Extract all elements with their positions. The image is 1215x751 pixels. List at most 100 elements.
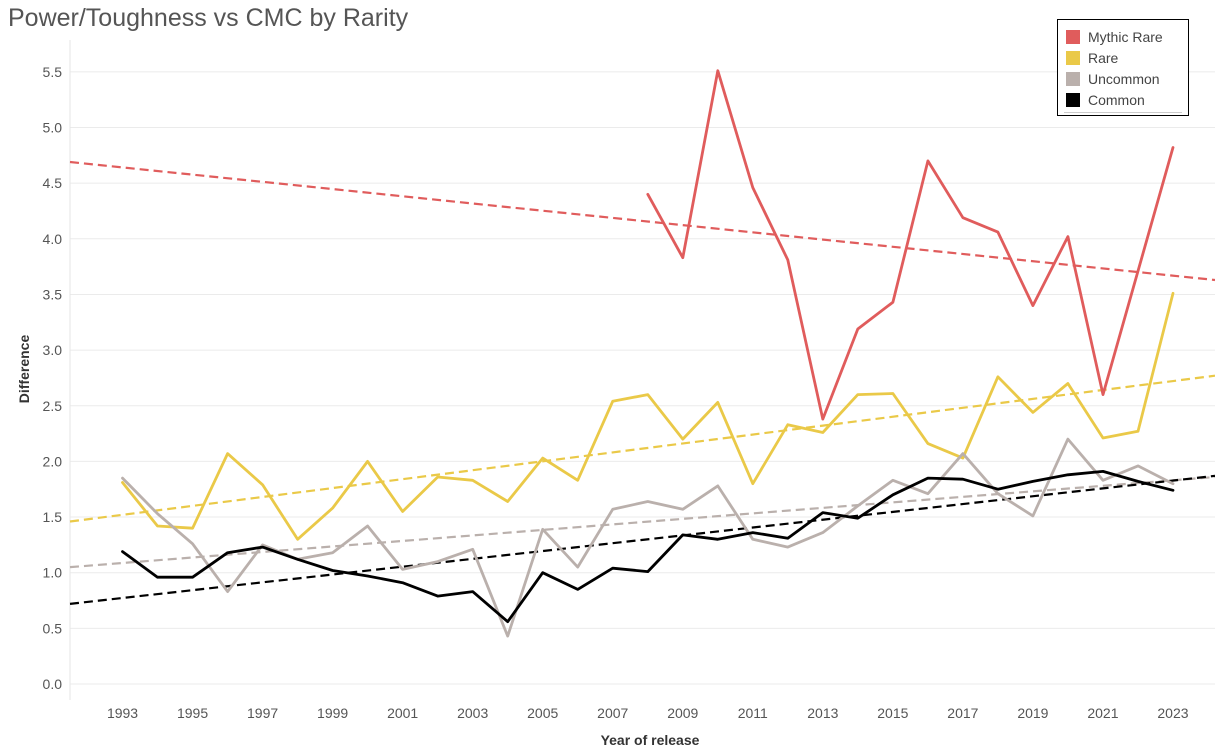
data-point-common[interactable] xyxy=(751,531,755,535)
data-point-common[interactable] xyxy=(121,550,125,554)
legend-item-rare[interactable]: Rare xyxy=(1066,49,1118,67)
data-point-common[interactable] xyxy=(261,545,265,549)
data-point-uncommon[interactable] xyxy=(646,499,650,503)
data-point-rare[interactable] xyxy=(646,393,650,397)
data-point-uncommon[interactable] xyxy=(156,512,160,516)
data-point-uncommon[interactable] xyxy=(961,452,965,456)
data-point-mythic-rare[interactable] xyxy=(1066,235,1070,239)
data-point-rare[interactable] xyxy=(226,452,230,456)
data-point-uncommon[interactable] xyxy=(436,560,440,564)
data-point-common[interactable] xyxy=(926,476,930,480)
data-point-uncommon[interactable] xyxy=(401,567,405,571)
data-point-mythic-rare[interactable] xyxy=(856,327,860,331)
series-line-uncommon[interactable] xyxy=(121,437,1175,638)
series-line-common[interactable] xyxy=(121,469,1175,624)
data-point-uncommon[interactable] xyxy=(856,504,860,508)
data-point-uncommon[interactable] xyxy=(891,478,895,482)
data-point-mythic-rare[interactable] xyxy=(1171,146,1175,150)
data-point-uncommon[interactable] xyxy=(751,537,755,541)
data-point-rare[interactable] xyxy=(681,437,685,441)
data-point-rare[interactable] xyxy=(891,392,895,396)
data-point-common[interactable] xyxy=(541,571,545,575)
data-point-rare[interactable] xyxy=(436,475,440,479)
data-point-rare[interactable] xyxy=(541,456,545,460)
data-point-uncommon[interactable] xyxy=(541,527,545,531)
legend-item-mythic-rare[interactable]: Mythic Rare xyxy=(1066,28,1163,46)
data-point-common[interactable] xyxy=(681,533,685,537)
data-point-common[interactable] xyxy=(1136,479,1140,483)
data-point-common[interactable] xyxy=(856,516,860,520)
data-point-uncommon[interactable] xyxy=(926,492,930,496)
data-point-rare[interactable] xyxy=(716,400,720,404)
data-point-uncommon[interactable] xyxy=(331,551,335,555)
data-point-uncommon[interactable] xyxy=(1171,482,1175,486)
data-point-common[interactable] xyxy=(646,570,650,574)
data-point-uncommon[interactable] xyxy=(1101,478,1105,482)
data-point-common[interactable] xyxy=(611,566,615,570)
data-point-rare[interactable] xyxy=(331,506,335,510)
data-point-common[interactable] xyxy=(366,574,370,578)
data-point-rare[interactable] xyxy=(786,423,790,427)
data-point-rare[interactable] xyxy=(191,526,195,530)
data-point-uncommon[interactable] xyxy=(821,531,825,535)
data-point-common[interactable] xyxy=(506,620,510,624)
data-point-common[interactable] xyxy=(821,511,825,515)
data-point-mythic-rare[interactable] xyxy=(821,417,825,421)
data-point-uncommon[interactable] xyxy=(716,484,720,488)
data-point-mythic-rare[interactable] xyxy=(1031,304,1035,308)
data-point-rare[interactable] xyxy=(296,537,300,541)
data-point-rare[interactable] xyxy=(1171,291,1175,295)
data-point-common[interactable] xyxy=(1066,473,1070,477)
data-point-uncommon[interactable] xyxy=(191,542,195,546)
data-point-common[interactable] xyxy=(716,537,720,541)
legend-item-uncommon[interactable]: Uncommon xyxy=(1066,70,1160,88)
series-line-rare[interactable] xyxy=(121,291,1175,541)
data-point-uncommon[interactable] xyxy=(1031,514,1035,518)
data-point-common[interactable] xyxy=(961,477,965,481)
data-point-mythic-rare[interactable] xyxy=(681,256,685,260)
data-point-rare[interactable] xyxy=(471,478,475,482)
data-point-rare[interactable] xyxy=(996,375,1000,379)
data-point-rare[interactable] xyxy=(506,499,510,503)
data-point-rare[interactable] xyxy=(156,524,160,528)
data-point-uncommon[interactable] xyxy=(681,507,685,511)
data-point-mythic-rare[interactable] xyxy=(1101,393,1105,397)
data-point-uncommon[interactable] xyxy=(576,565,580,569)
data-point-mythic-rare[interactable] xyxy=(751,186,755,190)
data-point-rare[interactable] xyxy=(926,442,930,446)
data-point-common[interactable] xyxy=(996,487,1000,491)
data-point-common[interactable] xyxy=(1031,479,1035,483)
data-point-rare[interactable] xyxy=(576,478,580,482)
data-point-rare[interactable] xyxy=(821,430,825,434)
data-point-common[interactable] xyxy=(1171,488,1175,492)
data-point-common[interactable] xyxy=(1101,469,1105,473)
data-point-common[interactable] xyxy=(436,594,440,598)
data-point-rare[interactable] xyxy=(366,459,370,463)
data-point-common[interactable] xyxy=(786,536,790,540)
data-point-rare[interactable] xyxy=(1031,410,1035,414)
data-point-uncommon[interactable] xyxy=(1066,437,1070,441)
data-point-uncommon[interactable] xyxy=(506,634,510,638)
data-point-mythic-rare[interactable] xyxy=(646,192,650,196)
data-point-common[interactable] xyxy=(296,557,300,561)
data-point-rare[interactable] xyxy=(611,399,615,403)
data-point-common[interactable] xyxy=(191,575,195,579)
series-line-mythic-rare[interactable] xyxy=(646,69,1175,421)
data-point-common[interactable] xyxy=(156,575,160,579)
data-point-uncommon[interactable] xyxy=(1136,464,1140,468)
data-point-common[interactable] xyxy=(401,581,405,585)
data-point-rare[interactable] xyxy=(856,393,860,397)
data-point-mythic-rare[interactable] xyxy=(716,69,720,73)
data-point-rare[interactable] xyxy=(1101,436,1105,440)
data-point-uncommon[interactable] xyxy=(786,545,790,549)
data-point-uncommon[interactable] xyxy=(611,507,615,511)
data-point-common[interactable] xyxy=(226,551,230,555)
data-point-uncommon[interactable] xyxy=(226,590,230,594)
data-point-rare[interactable] xyxy=(1136,429,1140,433)
data-point-rare[interactable] xyxy=(401,509,405,513)
data-point-mythic-rare[interactable] xyxy=(891,300,895,304)
data-point-common[interactable] xyxy=(331,568,335,572)
data-point-common[interactable] xyxy=(891,493,895,497)
data-point-mythic-rare[interactable] xyxy=(996,230,1000,234)
data-point-uncommon[interactable] xyxy=(366,524,370,528)
